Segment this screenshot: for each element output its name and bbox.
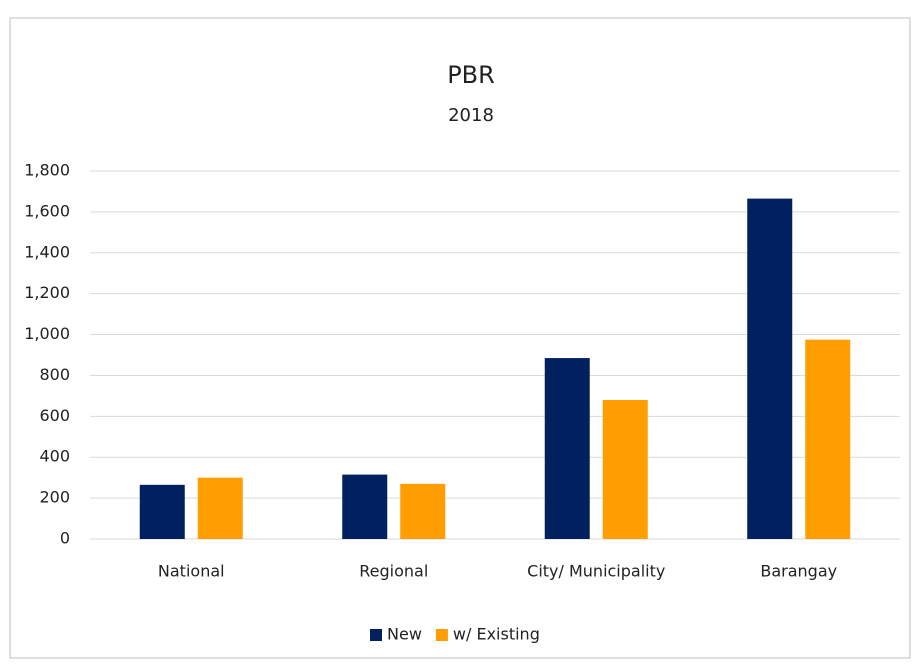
x-tick-label: Barangay	[760, 562, 837, 581]
legend-swatch	[435, 629, 448, 641]
y-tick-label: 1,800	[24, 161, 70, 180]
y-tick-label: 1,200	[24, 283, 70, 302]
x-tick-label: Regional	[359, 562, 428, 581]
bar	[747, 198, 793, 539]
bar	[342, 474, 388, 539]
x-tick-label: National	[158, 562, 225, 581]
legend-label: New	[387, 625, 422, 644]
y-tick-label: 1,400	[24, 242, 70, 261]
x-tick-label: City/ Municipality	[527, 562, 665, 581]
bar	[602, 399, 648, 539]
y-tick-label: 600	[39, 406, 70, 425]
y-tick-label: 800	[39, 365, 70, 384]
bar	[139, 484, 185, 539]
y-tick-label: 1,600	[24, 201, 70, 220]
bar	[805, 339, 851, 539]
chart-title: PBR	[447, 61, 495, 89]
chart-subtitle: 2018	[448, 105, 494, 126]
y-tick-label: 200	[39, 488, 70, 507]
legend-label: w/ Existing	[453, 625, 540, 644]
y-tick-label: 1,000	[24, 324, 70, 343]
bar	[544, 358, 590, 539]
bar	[400, 483, 446, 539]
y-tick-label: 400	[39, 447, 70, 466]
y-tick-label: 0	[60, 529, 70, 548]
bar	[197, 477, 243, 539]
legend-swatch	[370, 629, 382, 641]
